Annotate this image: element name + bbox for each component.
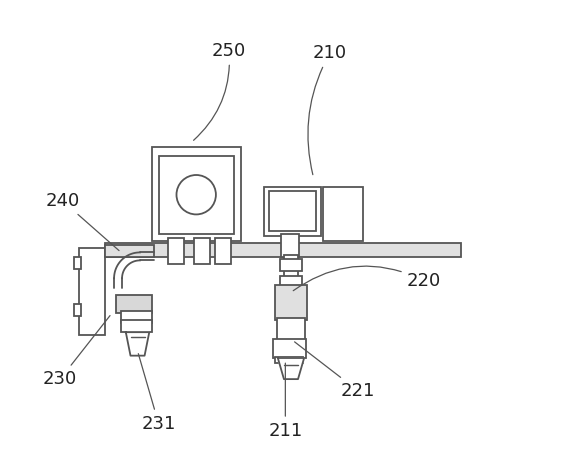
Bar [273,339,306,358]
Bar [269,192,316,231]
Bar [152,147,241,241]
Text: 220: 220 [293,266,441,291]
Circle shape [177,175,216,214]
Bar [264,187,320,236]
Bar [194,238,211,264]
Polygon shape [278,358,304,379]
Bar [275,285,307,320]
Bar [323,187,363,241]
Bar [105,245,154,257]
Bar [158,156,234,234]
Bar [280,260,302,271]
Bar [121,320,152,332]
Text: 230: 230 [43,316,110,388]
Bar [74,304,82,316]
Bar [215,238,231,264]
Bar [117,295,152,313]
Bar [284,255,298,337]
Bar [168,238,185,264]
Bar [280,276,302,287]
Text: 211: 211 [268,363,302,440]
Polygon shape [126,332,149,355]
Bar [74,257,82,269]
Bar [79,248,105,335]
Text: 240: 240 [45,192,119,251]
Text: 231: 231 [138,354,176,433]
Text: 221: 221 [294,342,375,400]
Bar [281,234,299,257]
Bar [277,318,305,342]
Bar [121,311,152,323]
Text: 210: 210 [308,44,347,175]
Bar [105,243,461,257]
Text: 250: 250 [194,42,246,140]
Bar [275,357,303,362]
